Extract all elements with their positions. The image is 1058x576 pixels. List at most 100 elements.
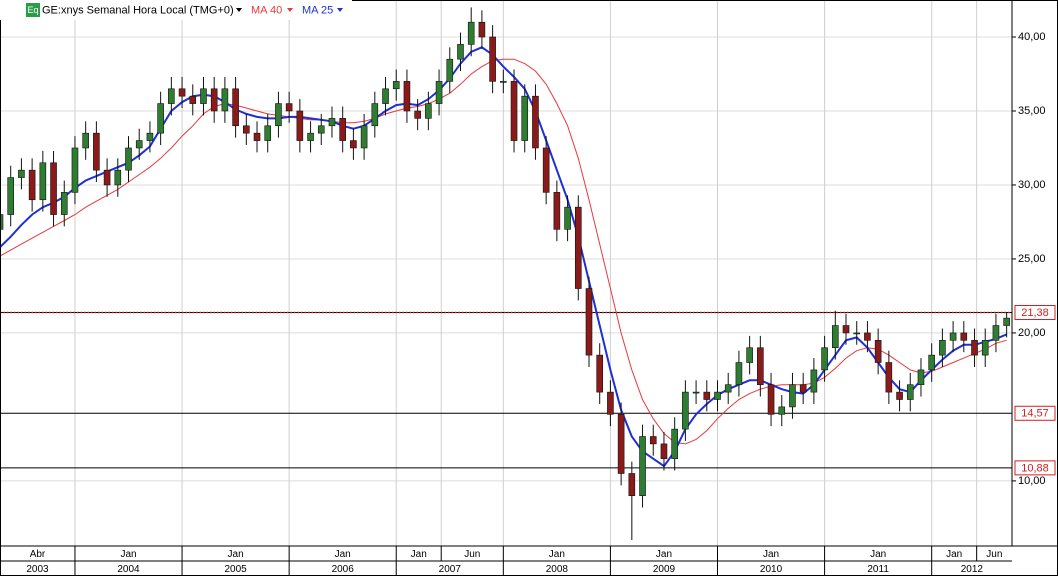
candle-body bbox=[821, 347, 828, 371]
x-tick-label: Jun bbox=[986, 549, 1002, 560]
candle-body bbox=[596, 354, 604, 393]
chart-title[interactable]: GE:xnys Semanal Hora Local (TMG+0) bbox=[42, 4, 234, 16]
candle-body bbox=[553, 192, 561, 230]
y-tick-label: 40,00 bbox=[1018, 31, 1046, 43]
y-tick-label: 25,00 bbox=[1018, 253, 1046, 265]
symbol-icon[interactable] bbox=[26, 3, 40, 17]
candle-body bbox=[735, 362, 743, 386]
x-tick-label: Jan bbox=[411, 549, 427, 560]
candle-body bbox=[574, 206, 582, 289]
candle-body bbox=[178, 88, 186, 97]
candle-body bbox=[425, 103, 432, 119]
candle-body bbox=[928, 354, 935, 371]
candle-body bbox=[628, 473, 636, 496]
legend-ma25[interactable]: MA 25 bbox=[302, 4, 333, 16]
candle-body bbox=[949, 332, 957, 341]
x-tick-label: Jan bbox=[763, 549, 779, 560]
candle-body bbox=[18, 169, 25, 178]
candle-body bbox=[82, 132, 89, 149]
header-background bbox=[0, 0, 352, 20]
candle-body bbox=[392, 81, 400, 90]
candle-body bbox=[403, 81, 411, 112]
candle-body bbox=[71, 147, 79, 193]
candle-body bbox=[317, 125, 325, 134]
year-label: 2006 bbox=[332, 564, 355, 575]
level-label: 14,57 bbox=[1021, 408, 1049, 420]
candle-body bbox=[746, 347, 753, 363]
candle-body bbox=[7, 177, 15, 215]
candle-body bbox=[981, 340, 989, 356]
candle-body bbox=[350, 140, 357, 149]
candle-body bbox=[585, 288, 593, 356]
year-label: 2011 bbox=[867, 564, 889, 575]
candle-body bbox=[285, 103, 293, 112]
level-label-box bbox=[1014, 405, 1056, 421]
legend-ma40[interactable]: MA 40 bbox=[251, 4, 282, 16]
candle-body bbox=[939, 340, 946, 356]
candle-body bbox=[778, 406, 786, 415]
candle-body bbox=[446, 58, 454, 82]
candle-body bbox=[221, 88, 229, 112]
dropdown-arrow[interactable] bbox=[236, 8, 242, 12]
symbol-icon-label: Eq bbox=[27, 5, 38, 15]
candle-body bbox=[135, 140, 143, 149]
candles bbox=[0, 7, 1010, 541]
y-tick-label: 20,00 bbox=[1018, 327, 1046, 339]
candle-body bbox=[125, 147, 132, 171]
candle-body bbox=[200, 88, 207, 104]
candle-body bbox=[328, 118, 336, 127]
candle-body bbox=[382, 88, 389, 104]
candle-body bbox=[682, 391, 689, 430]
candle-body bbox=[210, 88, 218, 112]
year-label: 2012 bbox=[961, 564, 984, 575]
y-tick-label: 35,00 bbox=[1018, 105, 1046, 117]
candle-body bbox=[874, 340, 882, 363]
candle-body bbox=[789, 384, 796, 408]
candle-body bbox=[853, 332, 861, 335]
candle-body bbox=[264, 125, 272, 141]
x-tick-label: Jan bbox=[946, 549, 962, 560]
year-label: 2007 bbox=[439, 564, 462, 575]
candle-body bbox=[146, 132, 154, 141]
dropdown-arrow[interactable] bbox=[337, 8, 343, 12]
candle-body bbox=[617, 414, 625, 474]
candle-body bbox=[253, 132, 261, 141]
year-label: 2005 bbox=[224, 564, 247, 575]
candle-body bbox=[799, 384, 807, 393]
candle-body bbox=[896, 391, 903, 400]
dropdown-arrow[interactable] bbox=[287, 8, 293, 12]
candle-body bbox=[564, 206, 571, 230]
candle-body bbox=[810, 369, 818, 393]
candle-body bbox=[692, 391, 700, 394]
ma-lines bbox=[0, 46, 1007, 468]
candle-body bbox=[960, 332, 968, 341]
candle-body bbox=[339, 118, 346, 141]
candle-body bbox=[510, 81, 518, 141]
candle-body bbox=[435, 81, 443, 104]
candle-body bbox=[906, 384, 914, 400]
level-label-box bbox=[1014, 460, 1056, 476]
candle-body bbox=[917, 369, 925, 386]
level-label: 10,88 bbox=[1021, 462, 1049, 474]
x-tick-label: Jan bbox=[656, 549, 672, 560]
candle-body bbox=[767, 384, 775, 415]
candle-body bbox=[992, 325, 1000, 341]
candle-body bbox=[500, 81, 507, 83]
year-label: 2003 bbox=[26, 564, 49, 575]
candle-body bbox=[296, 110, 304, 141]
candle-body bbox=[0, 214, 4, 230]
candle-body bbox=[532, 95, 539, 149]
level-label-box bbox=[1014, 305, 1056, 321]
year-label: 2008 bbox=[546, 564, 569, 575]
candle-body bbox=[189, 95, 197, 104]
candle-body bbox=[832, 325, 839, 349]
candle-body bbox=[457, 44, 464, 60]
year-label: 2010 bbox=[760, 564, 783, 575]
candle-body bbox=[307, 132, 314, 141]
year-label: 2009 bbox=[653, 564, 676, 575]
levels bbox=[0, 311, 1012, 469]
candle-body bbox=[521, 95, 529, 141]
